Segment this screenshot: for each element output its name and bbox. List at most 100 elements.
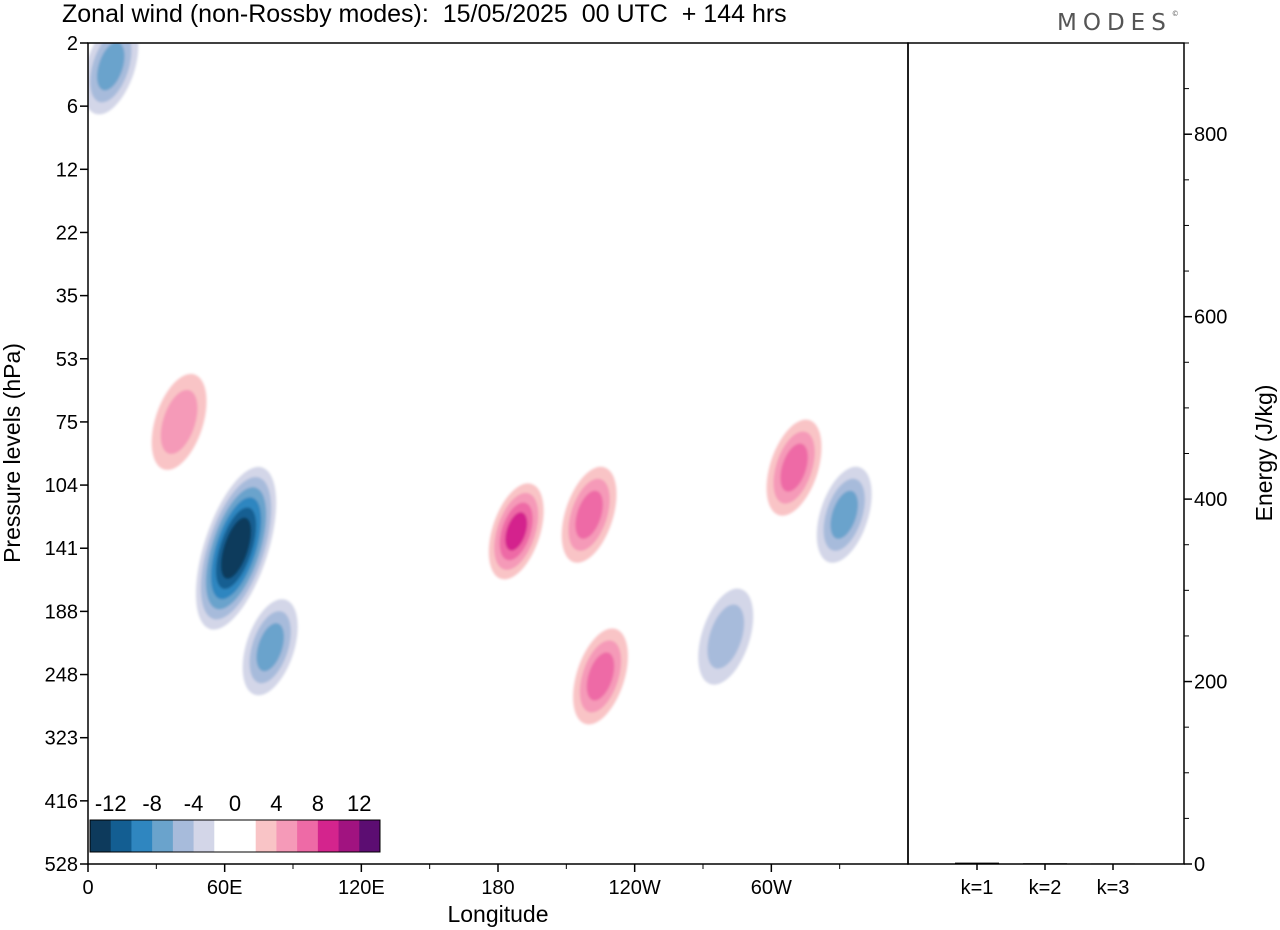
- energy-axis: 0 200 400 600 800: [1184, 42, 1227, 876]
- wind-contour: [110, 79, 190, 121]
- colorbar-swatch: [338, 820, 360, 852]
- colorbar-label: -12: [95, 791, 127, 816]
- wind-contour: [600, 115, 680, 165]
- wind-contour: [535, 43, 585, 78]
- wind-contour: [145, 290, 195, 350]
- wind-contour: [830, 490, 859, 539]
- y-tick-label: 2: [67, 33, 78, 55]
- energy-bar: [1091, 863, 1135, 865]
- bar-label: k=2: [1029, 877, 1062, 899]
- x-tick-label: 60E: [207, 877, 243, 899]
- y-tick-label: 75: [56, 412, 78, 434]
- y-tick-label: 6: [67, 96, 78, 118]
- wind-contour: [95, 670, 145, 810]
- y-tick-label: 323: [45, 728, 78, 750]
- wind-contour: [810, 175, 860, 225]
- wind-contour: [256, 623, 285, 672]
- energy-axis-title: Energy (J/kg): [1251, 385, 1277, 522]
- colorbar: -12 -8 -4 0 4 8 12: [89, 791, 381, 853]
- colorbar-swatch: [214, 820, 236, 852]
- wind-contour: [190, 740, 250, 840]
- wind-contour: [510, 132, 610, 168]
- y-tick-label: 188: [45, 601, 78, 623]
- colorbar-label: 12: [347, 791, 371, 816]
- colorbar-swatch: [172, 820, 195, 852]
- wind-contour: [395, 570, 445, 710]
- wind-contour: [88, 235, 135, 285]
- y-tick-label: 416: [45, 791, 78, 813]
- y-axis-title: Pressure levels (hPa): [0, 343, 25, 563]
- x-tick-label: 180: [481, 877, 514, 899]
- wind-contour: [160, 389, 198, 455]
- energy-tick-label: 200: [1194, 672, 1227, 694]
- wind-contour: [440, 46, 500, 74]
- y-tick-label: 12: [56, 159, 78, 181]
- y-tick-label: 22: [56, 222, 78, 244]
- wind-contour: [780, 443, 808, 492]
- longitude-axis: 0 60E 120E 180 120W 60W: [82, 864, 841, 899]
- wind-contour: [586, 652, 615, 701]
- wind-contour: [240, 335, 290, 375]
- wind-contour: [505, 512, 528, 551]
- wind-contour: [370, 160, 460, 240]
- wind-contour: [315, 295, 345, 345]
- colorbar-label: -4: [184, 791, 204, 816]
- colorbar-swatch: [90, 820, 112, 852]
- chart-title: Zonal wind (non-Rossby modes): 15/05/202…: [62, 0, 787, 28]
- wind-contour: [96, 43, 125, 91]
- wind-contour: [685, 85, 735, 115]
- wind-contour: [102, 610, 118, 650]
- colorbar-swatch: [193, 820, 215, 852]
- wind-contour: [350, 415, 410, 465]
- wind-contour: [491, 256, 609, 314]
- colorbar-swatch: [255, 820, 277, 852]
- y-tick-label: 35: [56, 286, 78, 308]
- wind-contour: [88, 300, 108, 360]
- wind-contour: [840, 43, 900, 120]
- wind-contour: [707, 604, 745, 669]
- colorbar-swatch: [131, 820, 153, 852]
- energy-tick-label: 800: [1194, 124, 1227, 146]
- y-tick-label: 248: [45, 665, 78, 687]
- brand-text: MODES: [1057, 10, 1172, 36]
- colorbar-swatch: [359, 820, 381, 852]
- x-tick-label: 0: [82, 877, 93, 899]
- wind-contour: [630, 540, 690, 660]
- wind-contour: [556, 377, 664, 463]
- energy-tick-label: 0: [1194, 854, 1205, 876]
- x-axis-title: Longitude: [447, 901, 548, 927]
- energy-bars: k=1 k=2 k=3: [955, 862, 1135, 899]
- colorbar-swatch: [110, 820, 132, 852]
- field-shading: [88, 43, 908, 855]
- y-tick-label: 104: [45, 475, 78, 497]
- x-tick-label: 120E: [338, 877, 385, 899]
- y-tick-label: 53: [56, 349, 78, 371]
- energy-tick-label: 600: [1194, 307, 1227, 329]
- wind-contour: [628, 700, 652, 780]
- bar-label: k=3: [1097, 877, 1130, 899]
- wind-contour: [760, 520, 780, 600]
- energy-plot-frame: [907, 42, 1185, 865]
- wind-contour: [440, 270, 500, 350]
- wind-contour: [328, 720, 372, 800]
- colorbar-swatch: [297, 820, 319, 852]
- colorbar-label: 4: [270, 791, 282, 816]
- wind-contour: [226, 527, 247, 569]
- wind-contour: [430, 92, 590, 128]
- wind-contour: [255, 90, 305, 130]
- colorbar-swatch: [317, 820, 340, 852]
- wind-contour: [778, 765, 802, 855]
- colorbar-swatch: [235, 820, 257, 852]
- colorbar-label: 0: [229, 791, 241, 816]
- wind-contour: [218, 170, 242, 220]
- y-tick-label: 141: [45, 538, 78, 560]
- wind-contour: [860, 635, 908, 715]
- wind-contour: [325, 140, 355, 220]
- wind-contour: [178, 43, 202, 80]
- bar-label: k=1: [961, 877, 994, 899]
- wind-contour: [245, 240, 295, 300]
- colorbar-label: 8: [312, 791, 324, 816]
- colorbar-frame: [89, 819, 381, 853]
- energy-tick-label: 400: [1194, 489, 1227, 511]
